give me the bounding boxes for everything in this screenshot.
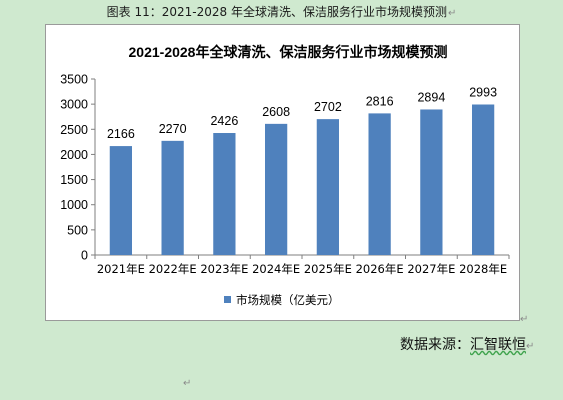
figure-caption-text: 图表 11：2021-2028 年全球清洗、保洁服务行业市场规模预测 — [106, 5, 447, 19]
data-label: 2993 — [469, 85, 497, 99]
y-tick-label: 3000 — [60, 98, 88, 112]
x-axis: 2021年E 2022年E 2023年E 2024年E 2025年E 2026年E 2027… — [94, 254, 510, 276]
x-tick-label: 2027年E — [407, 262, 455, 276]
y-tick-label: 2000 — [60, 148, 88, 162]
paragraph-mark: ↵ — [183, 378, 192, 389]
chart-frame[interactable]: 2021-2028年全球清洗、保洁服务行业市场规模预测 0 500 1000 1500… — [45, 24, 520, 321]
data-label: 2426 — [210, 114, 238, 128]
data-labels: 2166 2270 2426 2608 2702 2816 2894 2993 — [107, 85, 497, 141]
data-label: 2816 — [366, 94, 394, 108]
paragraph-mark: ↵ — [526, 341, 535, 352]
y-tick-label: 1000 — [60, 198, 88, 212]
source-note: 数据来源：汇智联恒↵ — [400, 334, 534, 354]
legend-swatch — [224, 296, 231, 303]
bar-series — [109, 104, 495, 256]
legend-label: 市场规模（亿美元） — [236, 293, 340, 307]
y-tick-label: 1500 — [60, 173, 88, 187]
x-tick-label: 2028年E — [459, 262, 507, 276]
source-name: 汇智联恒 — [470, 337, 526, 353]
x-tick-label: 2023年E — [200, 262, 248, 276]
bar — [316, 119, 340, 256]
bar — [264, 123, 288, 255]
bar — [420, 109, 443, 255]
data-label: 2702 — [314, 100, 342, 114]
y-tick-label: 500 — [67, 223, 88, 237]
bar — [213, 133, 236, 255]
data-label: 2608 — [262, 105, 290, 119]
legend: 市场规模（亿美元） — [224, 293, 340, 307]
x-tick-label: 2025年E — [304, 262, 352, 276]
bar-chart: 2021-2028年全球清洗、保洁服务行业市场规模预测 0 500 1000 1500… — [60, 44, 510, 307]
bar — [109, 146, 133, 255]
paragraph-mark: ↵ — [520, 314, 529, 325]
data-label: 2166 — [107, 127, 135, 141]
paragraph-mark: ↵ — [447, 8, 457, 19]
y-tick-label: 3500 — [60, 73, 88, 87]
bar — [161, 140, 184, 255]
x-tick-label: 2022年E — [149, 262, 197, 276]
y-axis: 0 500 1000 1500 2000 2500 3000 3500 — [60, 73, 96, 263]
figure-caption: 图表 11：2021-2028 年全球清洗、保洁服务行业市场规模预测↵ — [0, 3, 563, 20]
chart-title: 2021-2028年全球清洗、保洁服务行业市场规模预测 — [129, 44, 448, 60]
bar — [471, 104, 495, 255]
x-tick-label: 2024年E — [252, 262, 300, 276]
data-label: 2894 — [417, 90, 445, 104]
bar — [368, 113, 391, 255]
x-tick-label: 2026年E — [356, 262, 404, 276]
data-label: 2270 — [159, 122, 187, 136]
x-tick-label: 2021年E — [97, 262, 145, 276]
y-tick-label: 2500 — [60, 123, 88, 137]
y-tick-label: 0 — [81, 249, 88, 263]
source-label: 数据来源： — [400, 337, 470, 353]
